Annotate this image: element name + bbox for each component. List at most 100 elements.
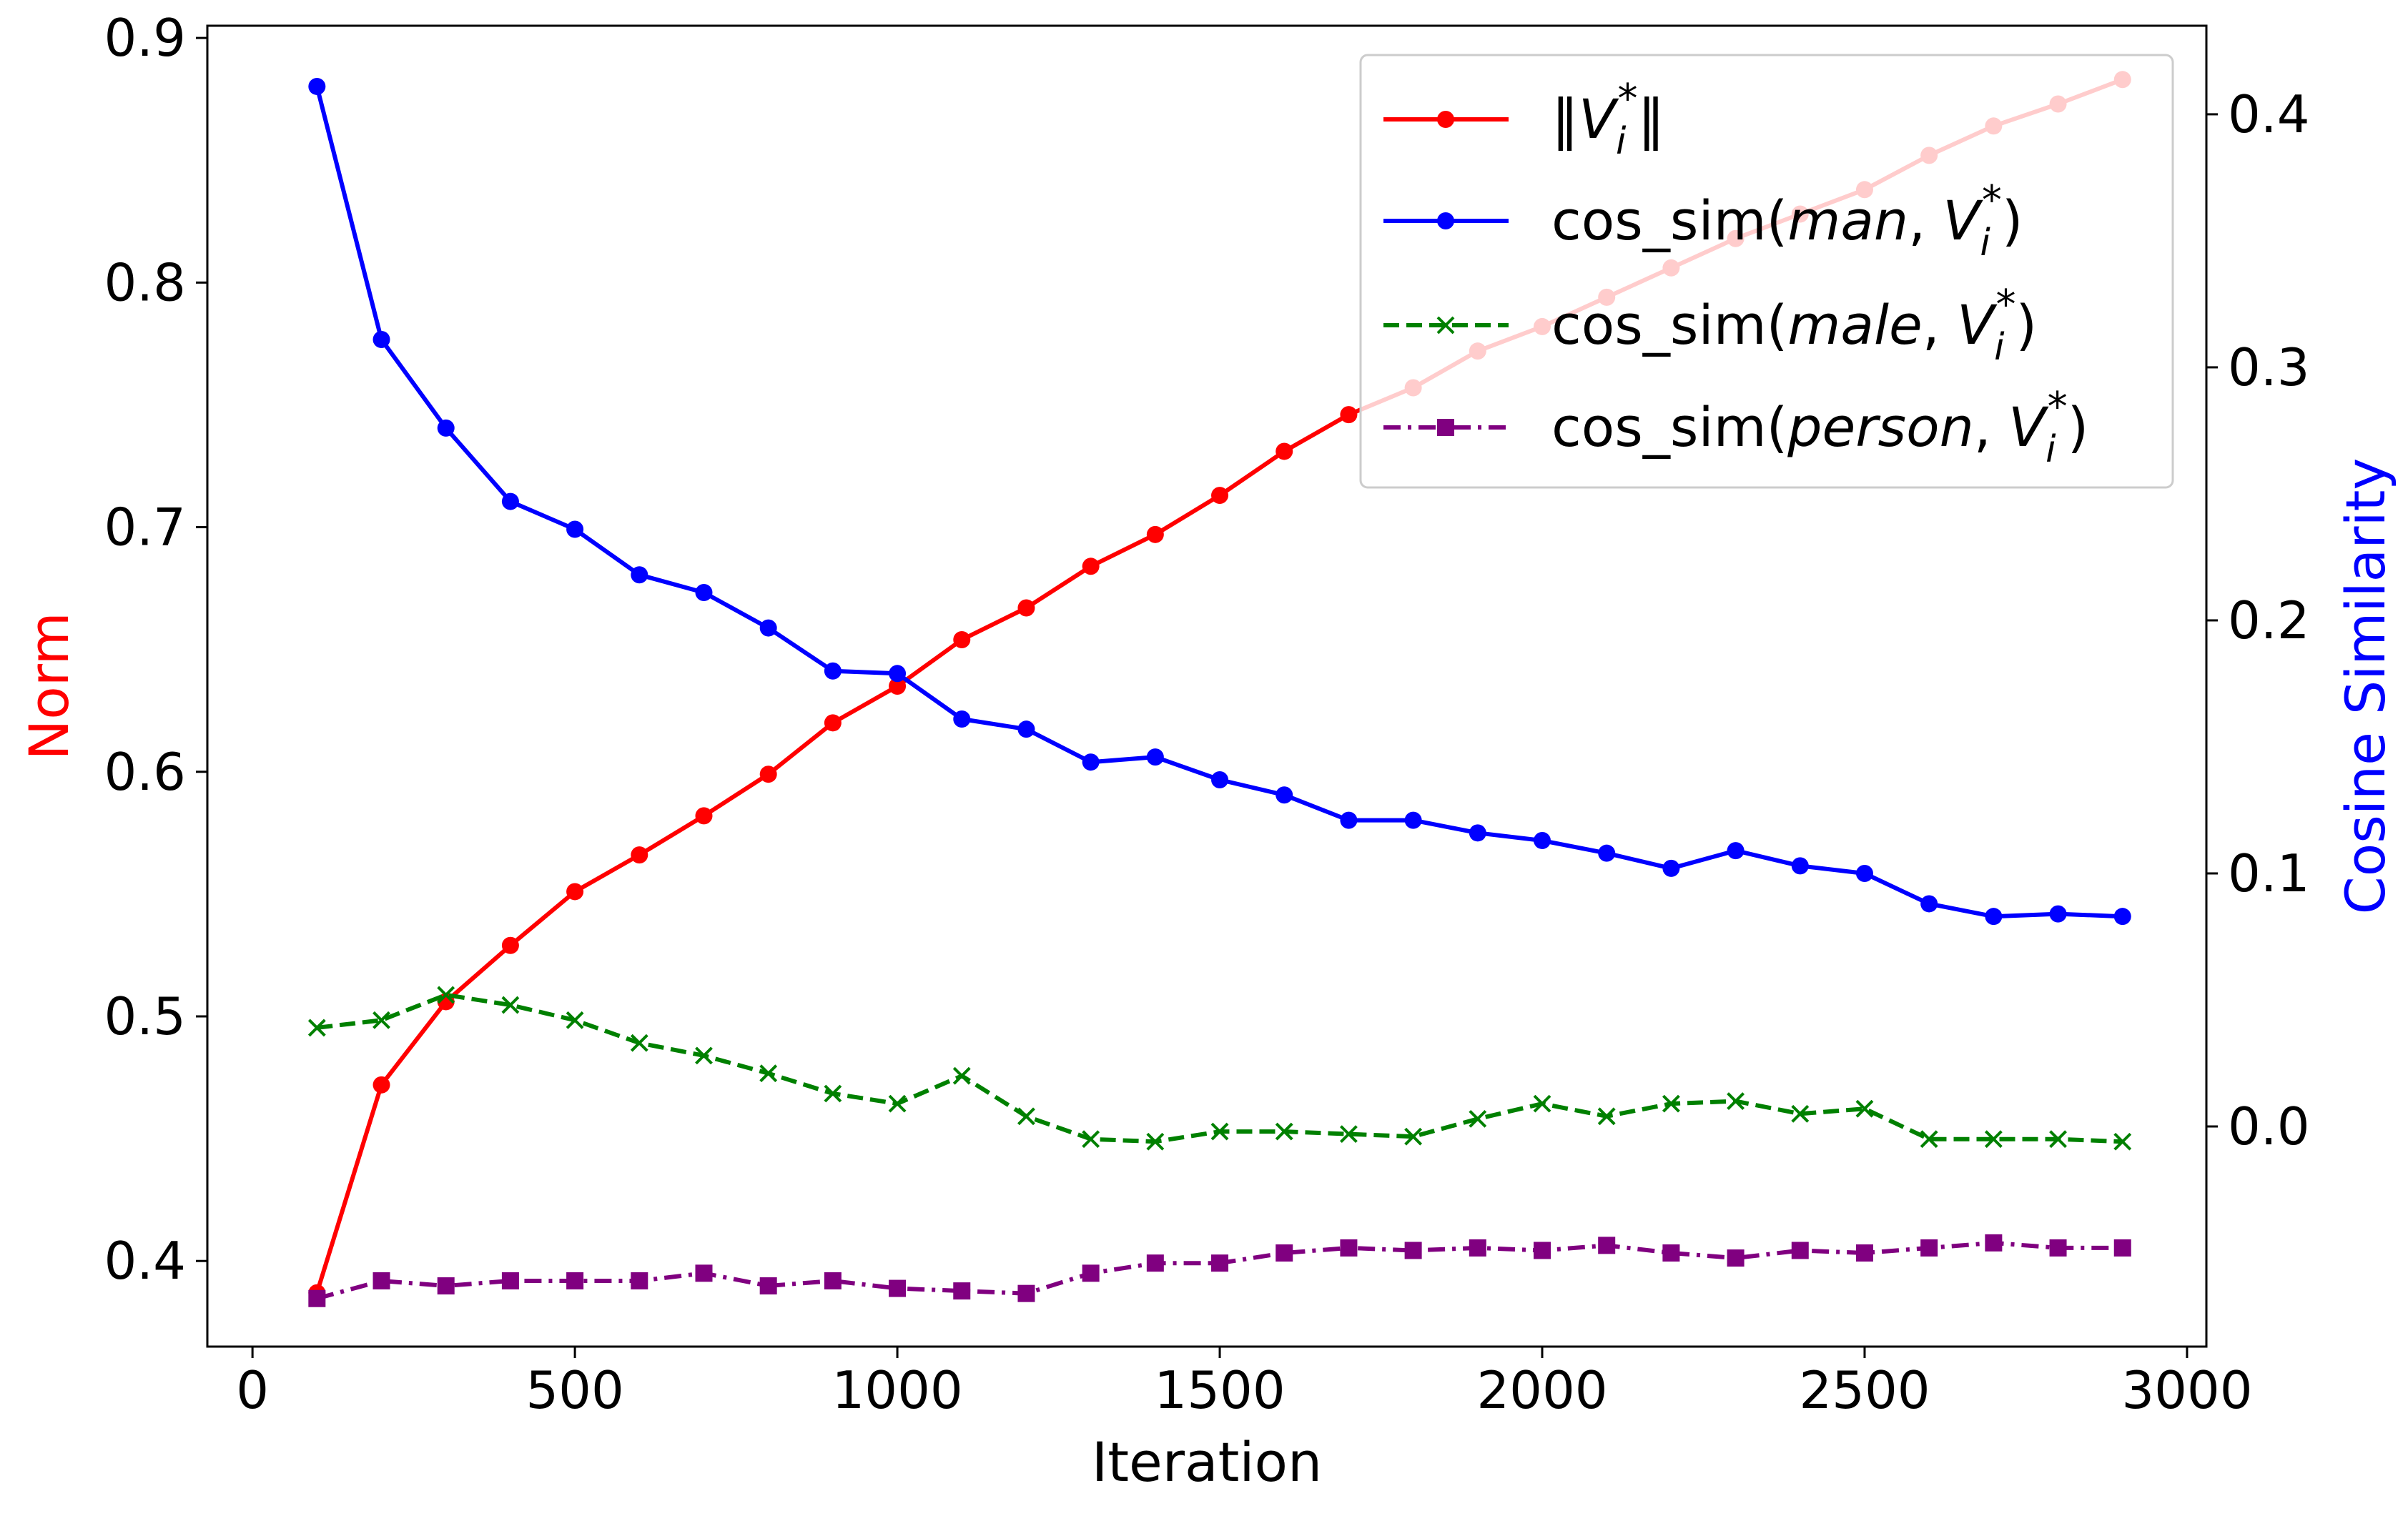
data-point [824,1084,842,1103]
data-point [2113,1239,2131,1257]
data-point [1017,1107,1035,1126]
data-point [2049,1130,2067,1149]
data-point [1469,1239,1486,1257]
data-point [1727,1249,1745,1267]
legend-text-part: i [1994,326,2005,369]
data-point [1791,1242,1809,1259]
legend-item: cos_sim(person, Vi*) [1383,384,2088,471]
data-point [889,665,907,683]
data-point [1082,1130,1100,1149]
data-point [1340,406,1358,424]
data-point [1662,1244,1680,1262]
data-point [1275,786,1293,804]
data-point [1791,1104,1810,1123]
legend-text-part: i [2046,428,2056,471]
legend-text-part: V [1957,293,1998,357]
data-point [1146,748,1164,766]
data-point [2113,908,2131,926]
data-point [1275,1244,1293,1262]
y-right-tick-label: 0.2 [2228,590,2310,650]
data-point [1017,599,1035,617]
data-point [566,1272,584,1289]
data-point [759,766,777,783]
data-point [437,419,455,437]
legend-marker [1436,316,1455,335]
series-x-008000 [307,986,2132,1151]
legend-text-part: ‖ [1551,87,1579,152]
data-point [566,520,584,538]
legend-text-part: male [1787,293,1922,357]
data-point [1984,1130,2003,1149]
data-point [759,619,777,637]
data-point [1534,1242,1551,1259]
x-tick-label: 500 [525,1360,623,1420]
data-point [1340,811,1358,829]
data-point [1985,908,2003,926]
legend-label: ‖Vi*‖ [1551,76,1664,163]
series-circle-0000ff [308,77,2131,926]
legend-text-part: , [1923,293,1957,357]
legend-text-part: * [1617,76,1637,122]
x-axis-label: Iteration [1092,1430,1322,1494]
data-point [2113,1132,2132,1151]
legend-text-part: V [1579,87,1619,151]
y-right-tick-label: 0.1 [2228,843,2310,903]
data-point [1275,442,1293,460]
data-point [889,678,907,695]
y-axis-right-label: Cosine Similarity [2334,458,2397,915]
x-tick-label: 0 [236,1360,269,1420]
data-point [1146,525,1164,543]
legend-text-part: * [1982,177,2002,224]
data-point [1662,1094,1680,1113]
legend-text-part: cos_sim( [1551,189,1787,252]
y-left-tick-label: 0.9 [104,8,186,68]
data-point [1920,1130,1938,1149]
data-point [1662,859,1680,877]
data-point [1082,558,1100,575]
legend-text-part: cos_sim( [1551,395,1787,459]
legend-text-part: , [1974,395,2008,459]
data-point [566,1011,584,1029]
y-axis-right: 0.0 0.1 0.2 0.3 0.4 [2206,84,2310,1156]
legend-marker [1437,212,1454,229]
data-point [2049,905,2067,923]
legend-text-part: ) [2016,293,2038,357]
data-point [372,330,390,348]
data-point [1082,753,1100,771]
legend-text-part: * [2048,384,2068,430]
data-point [308,77,326,95]
x-tick-label: 1000 [832,1360,962,1420]
data-point [889,1279,907,1297]
data-point [2049,1239,2067,1257]
data-point [372,1011,390,1029]
legend-box [1359,54,2174,489]
legend: ‖Vi*‖cos_sim(man, Vi*)cos_sim(male, Vi*)… [1359,54,2174,489]
data-point [1597,1107,1616,1126]
data-point [1146,1254,1164,1272]
data-point [1727,842,1745,860]
data-point [1211,487,1229,505]
data-point [566,883,584,901]
plot-frame [206,24,2208,1348]
data-point [631,1272,648,1289]
data-point [307,1019,326,1037]
y-axis-left: 0.4 0.5 0.6 0.7 0.8 0.9 [104,8,207,1291]
data-point [759,1277,777,1295]
data-point [630,1034,648,1052]
data-point [824,662,842,680]
data-point [1469,824,1486,842]
data-point [372,1076,390,1094]
data-point [1855,864,1873,882]
data-point [1598,844,1616,862]
legend-text-part: V [2008,395,2049,459]
data-point [1211,1254,1229,1272]
legend-item: cos_sim(man, Vi*) [1383,177,2023,264]
data-point [501,1272,519,1289]
legend-label: cos_sim(man, Vi*) [1551,177,2023,264]
data-point [1340,1239,1358,1257]
legend-marker [1437,419,1454,436]
data-point [824,714,842,732]
legend-text-part: * [1996,282,2016,328]
data-point [501,936,519,954]
data-point [631,566,648,584]
